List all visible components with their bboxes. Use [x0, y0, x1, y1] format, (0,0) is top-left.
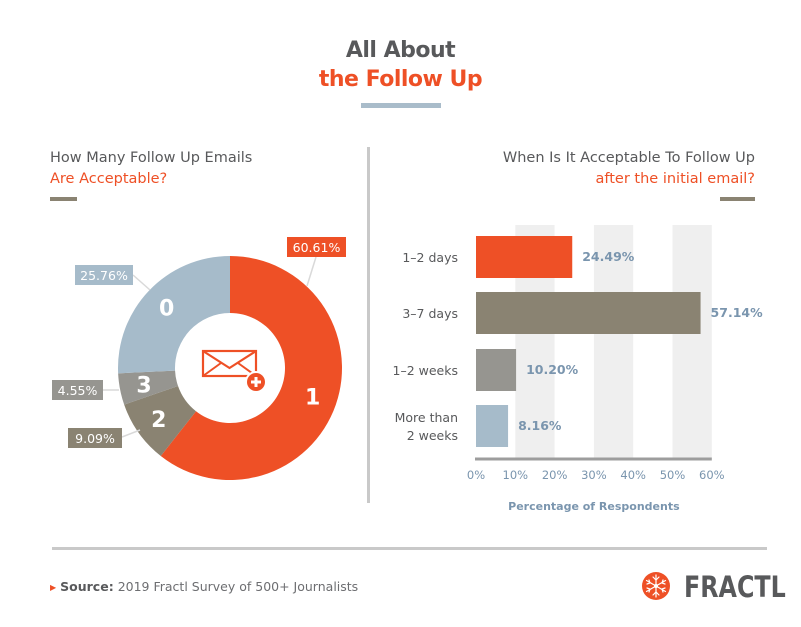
donut-slice-2 [124, 386, 197, 457]
vertical-divider [367, 147, 370, 503]
bar-chart: 1–2 days 3–7 days 1–2 weeks More than 2 week… [393, 225, 764, 513]
right-heading-line-1: When Is It Acceptable To Follow Up [502, 150, 755, 166]
triangle-bullet-icon: ▶ [50, 583, 57, 592]
slice-label-box [52, 380, 103, 400]
title-line-2: the Follow Up [318, 67, 483, 92]
category-label: 1–2 weeks [393, 363, 459, 378]
donut-slice-0 [118, 256, 230, 374]
x-axis-label: Percentage of Respondents [508, 500, 680, 513]
source-label: Source: [60, 579, 114, 594]
footer-divider [52, 547, 767, 550]
category-label: 2 weeks [407, 428, 458, 443]
grid-band [593, 225, 634, 459]
leader-line [121, 429, 141, 438]
bar-3 [476, 405, 509, 447]
grid-band [672, 225, 712, 459]
x-tick-label: 0% [467, 468, 485, 482]
title-underline [361, 103, 441, 108]
slice-number-3: 3 [136, 374, 151, 399]
bar-2 [476, 349, 517, 391]
leader-line [132, 274, 151, 291]
fractl-logo-icon [642, 572, 670, 600]
donut-slice-1 [160, 256, 342, 480]
right-heading-line-2: after the initial email? [595, 171, 756, 187]
x-tick-label: 60% [699, 468, 725, 482]
slice-number-1: 1 [305, 386, 320, 411]
left-heading-accent-bar [50, 197, 77, 201]
category-label: 1–2 days [402, 250, 458, 265]
envelope-plus-icon [201, 349, 267, 393]
category-label: More than [395, 410, 458, 425]
bar-value-label: 57.14% [711, 305, 764, 320]
left-heading-line-2: Are Acceptable? [50, 171, 168, 187]
slice-percent-label: 60.61% [293, 240, 341, 255]
category-label: 3–7 days [402, 306, 458, 321]
leader-line [306, 256, 317, 287]
left-heading-line-1: How Many Follow Up Emails [50, 150, 253, 166]
x-tick-label: 10% [503, 468, 529, 482]
slice-percent-label: 9.09% [75, 431, 115, 446]
bar-1 [476, 292, 701, 334]
slice-label-box [75, 265, 133, 285]
slice-label-box [287, 237, 346, 257]
bar-value-label: 8.16% [518, 418, 562, 433]
x-tick-label: 40% [620, 468, 646, 482]
slice-number-0: 0 [159, 297, 174, 322]
source-text: 2019 Fractl Survey of 500+ Journalists [117, 579, 359, 594]
slice-label-box [68, 428, 122, 448]
x-tick-label: 20% [542, 468, 568, 482]
bar-value-label: 24.49% [582, 249, 635, 264]
donut-chart: 1 60.61% 2 9.09% 3 4.55% 0 25.76% [52, 237, 346, 480]
title-line-1: All About [345, 38, 456, 63]
right-heading-accent-bar [720, 197, 755, 201]
donut-slice-3 [118, 370, 179, 405]
slice-percent-label: 4.55% [58, 383, 98, 398]
bar-0 [476, 236, 573, 278]
x-tick-label: 50% [660, 468, 686, 482]
brand-name: FRACTL [684, 570, 786, 604]
bar-value-label: 10.20% [526, 362, 579, 377]
x-tick-label: 30% [581, 468, 607, 482]
source-note: ▶ Source: 2019 Fractl Survey of 500+ Jour… [50, 579, 358, 594]
slice-percent-label: 25.76% [80, 268, 128, 283]
slice-number-2: 2 [151, 408, 166, 433]
